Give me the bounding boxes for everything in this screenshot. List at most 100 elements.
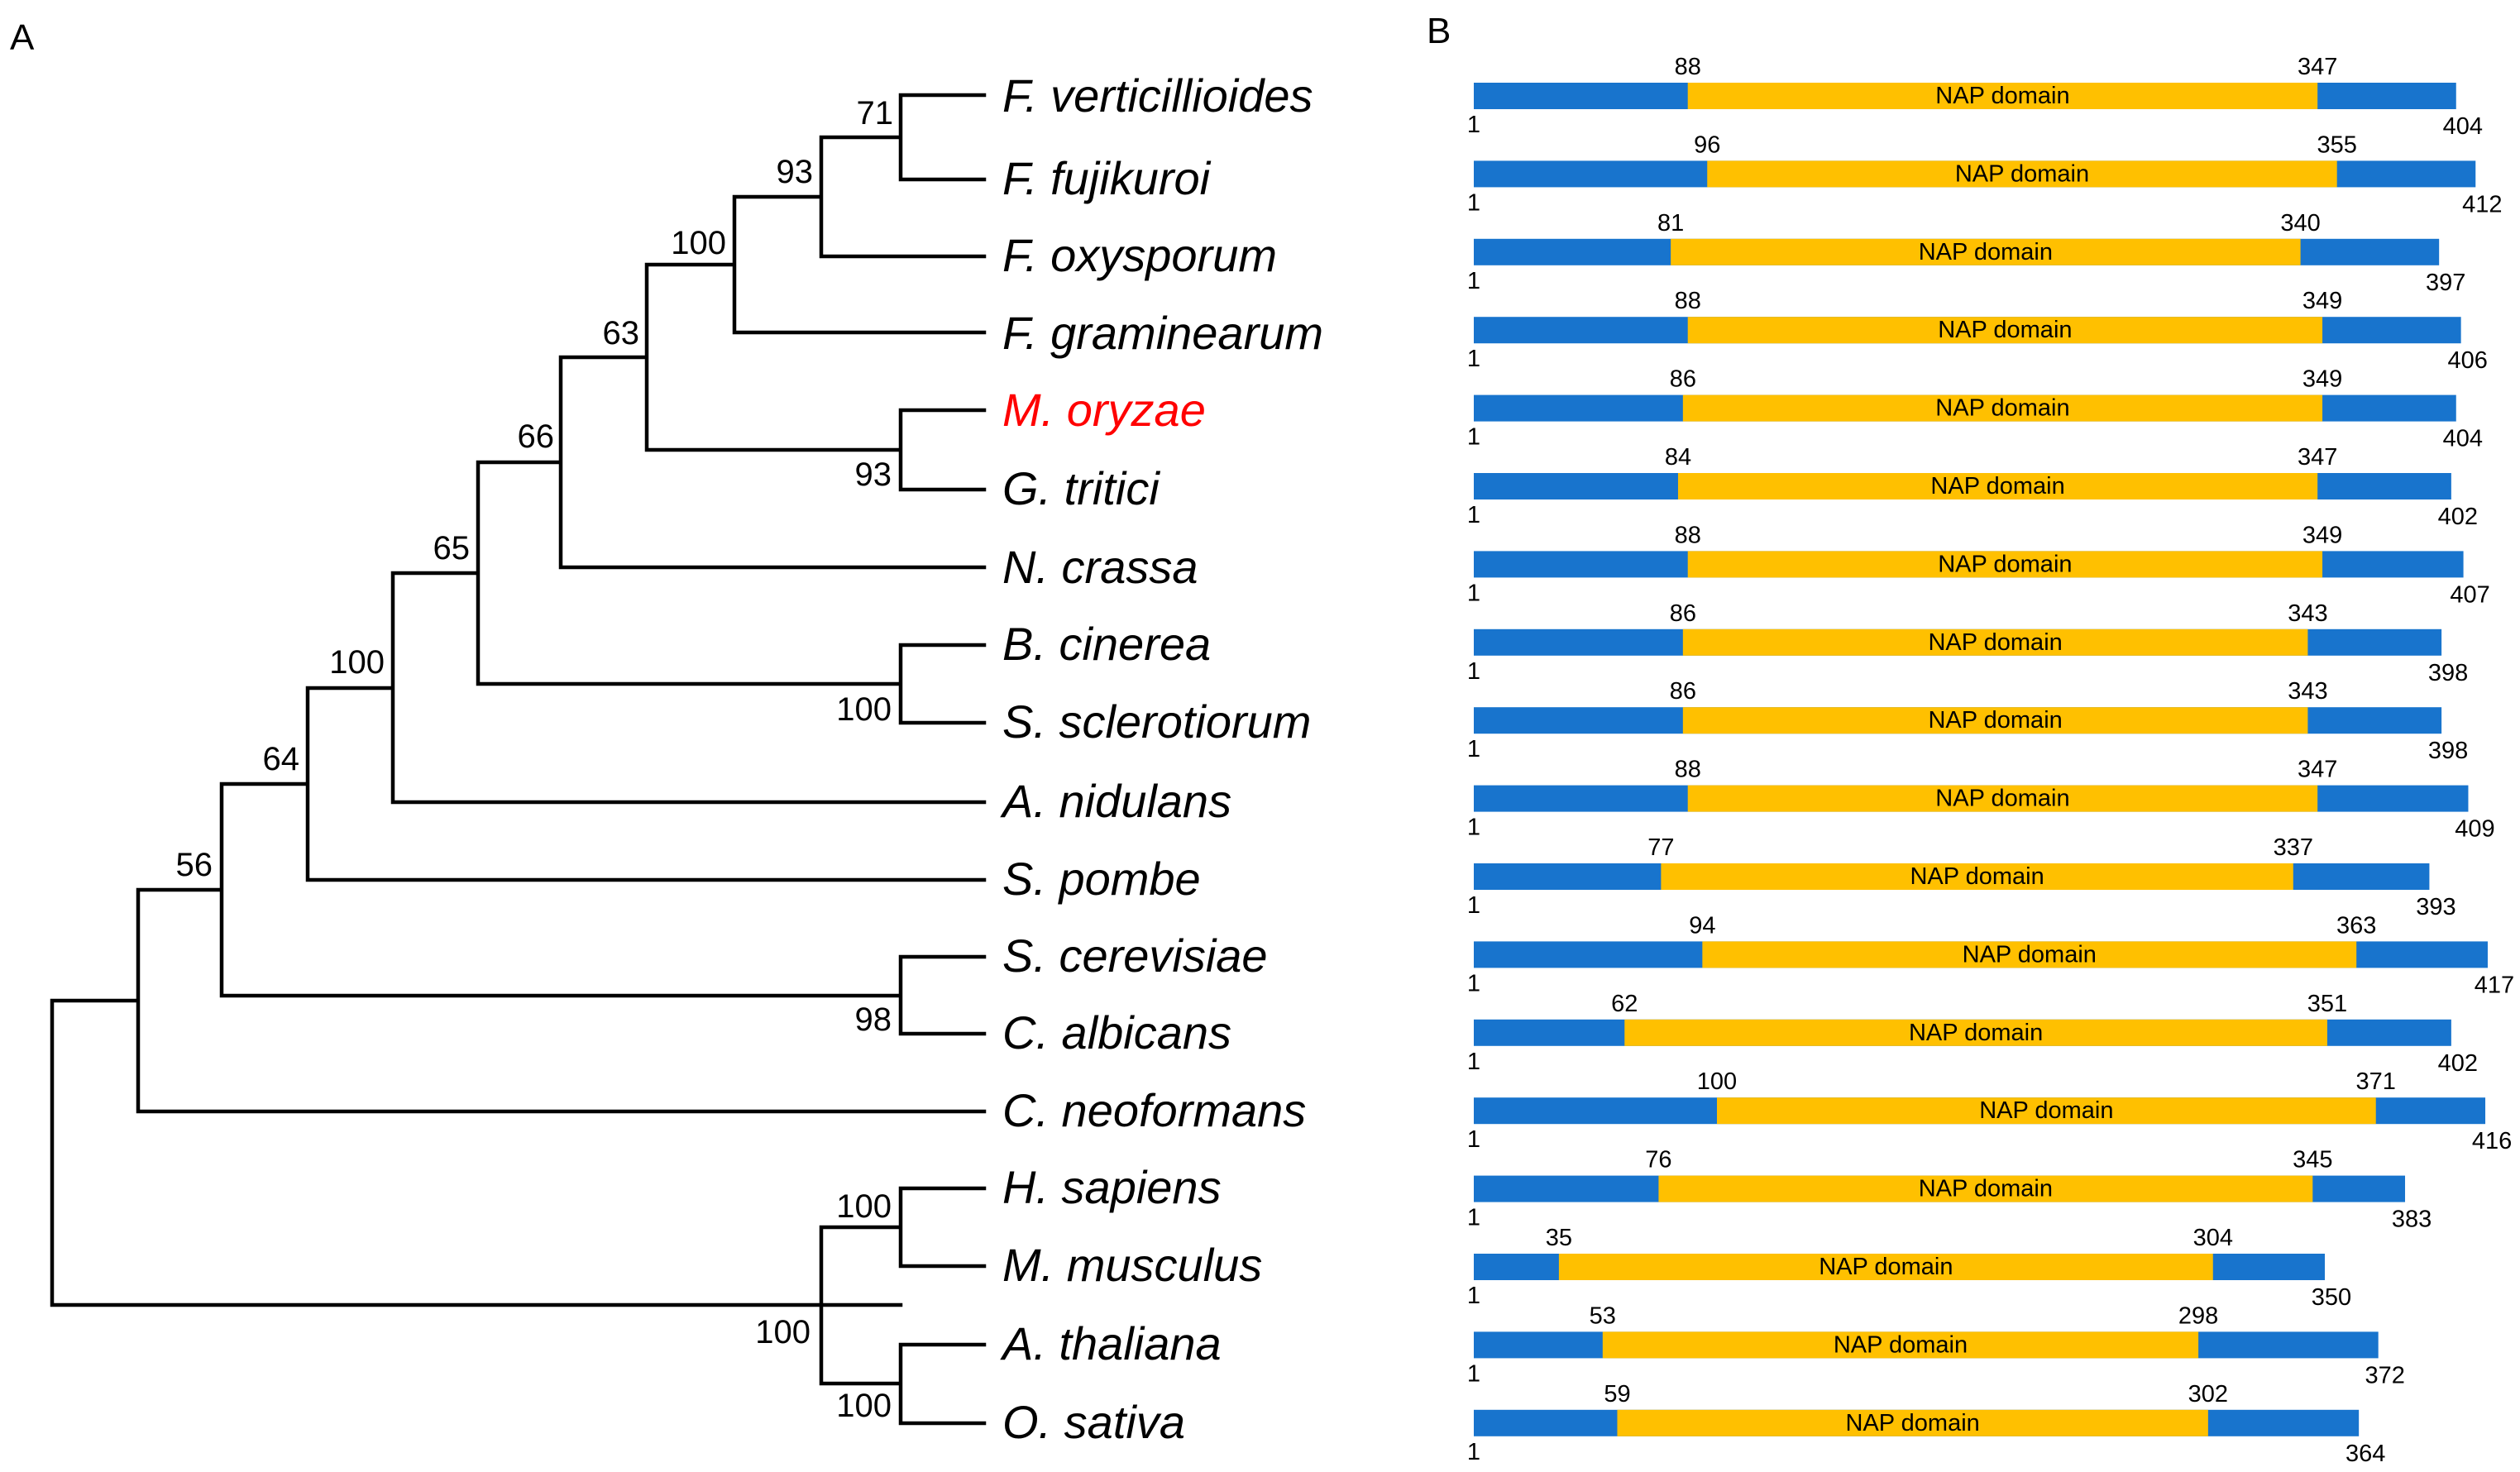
nap-domain-bar <box>1682 707 2308 734</box>
domain-start-label: 96 <box>1694 131 1720 158</box>
protein-row: NAP domain 81 340 1 397 <box>1467 210 2465 296</box>
domain-start-label: 77 <box>1647 834 1674 861</box>
bootstrap-value: 100 <box>836 1188 892 1225</box>
tree-branches <box>50 93 987 1426</box>
bootstrap-value: 100 <box>836 1388 892 1424</box>
protein-length-label: 406 <box>2447 347 2487 374</box>
protein-row: NAP domain 86 343 1 398 <box>1467 678 2468 764</box>
domain-label: NAP domain <box>1919 1176 2053 1202</box>
protein-row: NAP domain 88 349 1 406 <box>1467 288 2488 374</box>
protein-row: NAP domain 88 349 1 407 <box>1467 522 2490 608</box>
domain-label: NAP domain <box>1928 629 2062 656</box>
protein-row: NAP domain 88 347 1 404 <box>1467 54 2483 140</box>
start-position-label: 1 <box>1467 736 1480 762</box>
nap-domain-bar <box>1687 317 2323 344</box>
domain-label: NAP domain <box>1935 395 2069 422</box>
domain-label: NAP domain <box>1928 707 2062 734</box>
domain-start-label: 53 <box>1590 1302 1616 1329</box>
domain-end-label: 337 <box>2274 834 2313 861</box>
protein-length-label: 397 <box>2426 270 2465 296</box>
protein-row: NAP domain 76 345 1 383 <box>1467 1147 2432 1233</box>
leaf-label: S. cerevisiae <box>1002 930 1268 982</box>
protein-length-label: 398 <box>2428 660 2468 686</box>
protein-row: NAP domain 96 355 1 412 <box>1467 131 2503 217</box>
protein-length-label: 417 <box>2475 972 2514 998</box>
leaf-label: H. sapiens <box>1002 1161 1222 1213</box>
bootstrap-value: 100 <box>755 1314 811 1350</box>
start-position-label: 1 <box>1467 268 1480 294</box>
domain-end-label: 349 <box>2302 522 2342 548</box>
bootstrap-value: 100 <box>836 691 892 728</box>
protein-row: NAP domain 94 363 1 417 <box>1467 912 2514 998</box>
leaf-label: C. neoformans <box>1002 1084 1306 1136</box>
start-position-label: 1 <box>1467 1049 1480 1075</box>
domain-label: NAP domain <box>1935 83 2069 109</box>
protein-row: NAP domain 35 304 1 350 <box>1467 1225 2351 1311</box>
start-position-label: 1 <box>1467 658 1480 685</box>
start-position-label: 1 <box>1467 1126 1480 1153</box>
domain-start-label: 86 <box>1670 678 1696 705</box>
domain-label: NAP domain <box>1963 941 2097 968</box>
protein-row: NAP domain 59 302 1 364 <box>1467 1381 2385 1467</box>
domain-start-label: 35 <box>1546 1225 1572 1251</box>
bootstrap-value: 71 <box>857 95 894 131</box>
domain-label: NAP domain <box>1935 786 2069 812</box>
domain-start-label: 59 <box>1604 1381 1630 1407</box>
start-position-label: 1 <box>1467 1205 1480 1231</box>
bootstrap-value: 93 <box>777 154 814 190</box>
domain-start-label: 84 <box>1665 444 1691 471</box>
protein-row: NAP domain 62 351 1 402 <box>1467 991 2478 1077</box>
domain-start-label: 88 <box>1675 288 1701 314</box>
protein-length-label: 393 <box>2416 894 2455 920</box>
nap-domain-bar <box>1687 83 2318 109</box>
domain-end-label: 347 <box>2298 444 2337 471</box>
bootstrap-value: 65 <box>433 530 471 566</box>
domain-start-label: 100 <box>1697 1068 1737 1095</box>
domain-label: NAP domain <box>1834 1331 1968 1358</box>
protein-row: NAP domain 88 347 1 409 <box>1467 757 2495 843</box>
domain-label: NAP domain <box>1938 551 2072 577</box>
nap-domain-bar <box>1702 941 2357 968</box>
nap-domain-bar <box>1687 785 2318 812</box>
nap-domain-bar <box>1671 238 2301 265</box>
domain-end-label: 351 <box>2307 991 2347 1017</box>
leaf-label: B. cinerea <box>1002 618 1211 670</box>
domain-label: NAP domain <box>1930 473 2064 499</box>
bootstrap-value: 64 <box>263 741 300 777</box>
start-position-label: 1 <box>1467 189 1480 216</box>
leaf-label: O. sativa <box>1002 1396 1185 1448</box>
leaf-label: S. pombe <box>1002 853 1201 905</box>
domain-end-label: 302 <box>2188 1381 2228 1407</box>
panel-a-label: A <box>10 17 35 58</box>
domain-end-label: 349 <box>2302 288 2342 314</box>
domain-start-label: 81 <box>1657 210 1684 237</box>
bootstrap-value: 63 <box>603 315 640 351</box>
nap-domain-bar <box>1677 473 2318 499</box>
nap-domain-bar <box>1617 1409 2208 1436</box>
start-position-label: 1 <box>1467 112 1480 138</box>
domain-label: NAP domain <box>1909 1020 2043 1046</box>
start-position-label: 1 <box>1467 502 1480 528</box>
domain-label: NAP domain <box>1910 863 2044 890</box>
protein-length-label: 383 <box>2392 1207 2432 1233</box>
protein-length-label: 404 <box>2443 426 2483 452</box>
domain-end-label: 355 <box>2317 131 2357 158</box>
protein-row: NAP domain 100 371 1 416 <box>1467 1068 2512 1154</box>
leaf-label: F. graminearum <box>1002 307 1323 359</box>
domain-end-label: 363 <box>2336 912 2376 939</box>
protein-length-label: 350 <box>2312 1284 2351 1311</box>
nap-domain-bar <box>1624 1019 2327 1046</box>
protein-length-label: 409 <box>2455 816 2494 843</box>
domain-start-label: 94 <box>1689 912 1715 939</box>
protein-row: NAP domain 86 349 1 404 <box>1467 366 2483 452</box>
nap-domain-bar <box>1717 1097 2376 1125</box>
domain-start-label: 88 <box>1675 522 1701 548</box>
domain-end-label: 371 <box>2356 1068 2396 1095</box>
domain-label: NAP domain <box>1955 160 2089 187</box>
leaf-label: G. tritici <box>1002 462 1160 514</box>
start-position-label: 1 <box>1467 346 1480 372</box>
protein-length-label: 402 <box>2438 504 2478 530</box>
domain-end-label: 345 <box>2293 1147 2332 1173</box>
